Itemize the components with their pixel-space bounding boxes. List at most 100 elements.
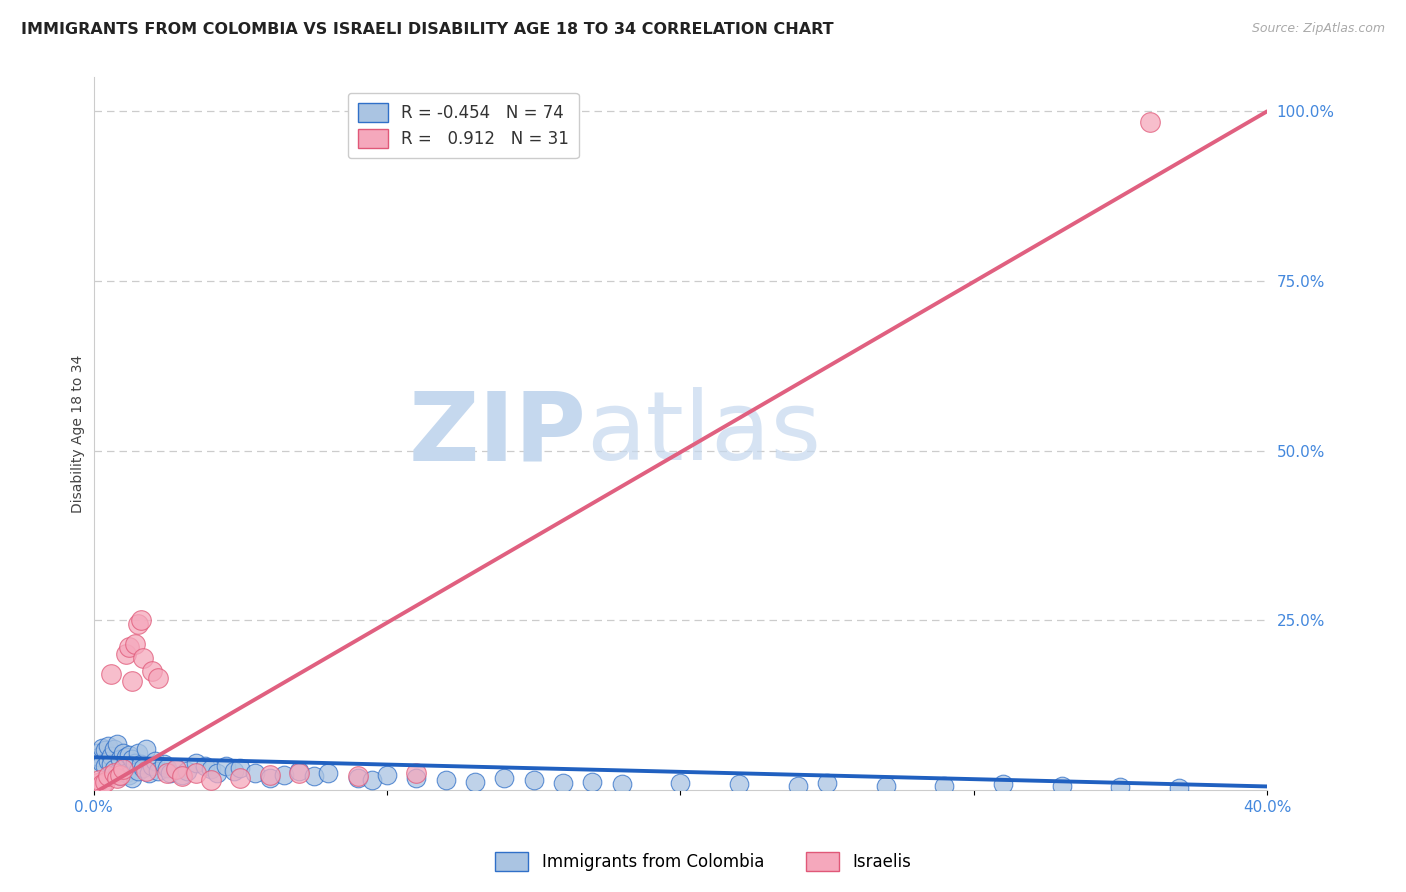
Point [581, 774, 603, 789]
Point [194, 759, 217, 773]
Point [135, 764, 157, 778]
Point [405, 765, 427, 780]
Point [86, 776, 108, 790]
Point [111, 746, 134, 760]
Point [259, 771, 281, 785]
Point [146, 764, 169, 778]
Point [1109, 780, 1132, 794]
Point [94, 759, 117, 773]
Point [875, 779, 897, 793]
Point [111, 763, 134, 777]
Text: Source: ZipAtlas.com: Source: ZipAtlas.com [1251, 22, 1385, 36]
Point [159, 765, 181, 780]
Point [288, 764, 311, 778]
Point [224, 764, 246, 778]
Point [111, 761, 134, 775]
Point [786, 779, 808, 793]
Point [124, 756, 146, 770]
Point [229, 771, 252, 785]
Point [200, 763, 222, 777]
Point [103, 765, 125, 780]
Point [302, 769, 325, 783]
Point [100, 667, 122, 681]
Point [115, 765, 138, 780]
Point [143, 755, 166, 769]
Text: IMMIGRANTS FROM COLOMBIA VS ISRAELI DISABILITY AGE 18 TO 34 CORRELATION CHART: IMMIGRANTS FROM COLOMBIA VS ISRAELI DISA… [21, 22, 834, 37]
Point [229, 761, 252, 775]
Point [934, 780, 956, 794]
Point [205, 765, 228, 780]
Point [132, 650, 155, 665]
Point [103, 763, 125, 777]
Point [165, 763, 187, 777]
Text: atlas: atlas [586, 387, 821, 480]
Y-axis label: Disability Age 18 to 34: Disability Age 18 to 34 [72, 354, 86, 513]
Point [89, 772, 111, 787]
Point [153, 757, 176, 772]
Point [86, 746, 108, 760]
Point [200, 772, 222, 787]
Point [186, 765, 208, 780]
Point [141, 664, 163, 678]
Point [91, 756, 114, 770]
Point [132, 761, 155, 775]
Point [97, 755, 120, 769]
Point [1050, 780, 1073, 794]
Point [115, 750, 138, 764]
Point [118, 747, 141, 762]
Point [361, 772, 384, 787]
Point [346, 769, 368, 783]
Point [186, 756, 208, 770]
Point [89, 750, 111, 764]
Point [346, 771, 368, 785]
Point [669, 776, 692, 790]
Point [121, 771, 143, 785]
Point [91, 740, 114, 755]
Point [115, 647, 138, 661]
Point [97, 739, 120, 753]
Point [146, 671, 169, 685]
Point [170, 769, 193, 783]
Point [108, 768, 131, 782]
Point [243, 765, 266, 780]
Point [375, 768, 398, 782]
Point [121, 752, 143, 766]
Point [129, 613, 152, 627]
Point [100, 748, 122, 763]
Point [97, 769, 120, 783]
Point [118, 640, 141, 655]
Point [138, 765, 160, 780]
Point [1168, 780, 1191, 795]
Point [94, 743, 117, 757]
Legend: R = -0.454   N = 74, R =   0.912   N = 31: R = -0.454 N = 74, R = 0.912 N = 31 [347, 93, 579, 158]
Legend: Immigrants from Colombia, Israelis: Immigrants from Colombia, Israelis [486, 843, 920, 880]
Point [176, 764, 198, 778]
Point [214, 759, 236, 773]
Point [141, 759, 163, 773]
Point [523, 772, 546, 787]
Point [259, 768, 281, 782]
Point [121, 674, 143, 689]
Point [494, 771, 516, 785]
Point [127, 616, 149, 631]
Text: ZIP: ZIP [409, 387, 586, 480]
Point [156, 765, 179, 780]
Point [434, 772, 457, 787]
Point [100, 757, 122, 772]
Point [1139, 114, 1161, 128]
Point [108, 752, 131, 766]
Point [103, 742, 125, 756]
Point [105, 765, 128, 780]
Point [991, 777, 1014, 791]
Point [156, 761, 179, 775]
Point [94, 774, 117, 789]
Point [165, 763, 187, 777]
Point [105, 737, 128, 751]
Point [405, 771, 427, 785]
Point [316, 765, 339, 780]
Point [464, 774, 486, 789]
Point [118, 768, 141, 782]
Point [108, 769, 131, 783]
Point [124, 637, 146, 651]
Point [288, 765, 311, 780]
